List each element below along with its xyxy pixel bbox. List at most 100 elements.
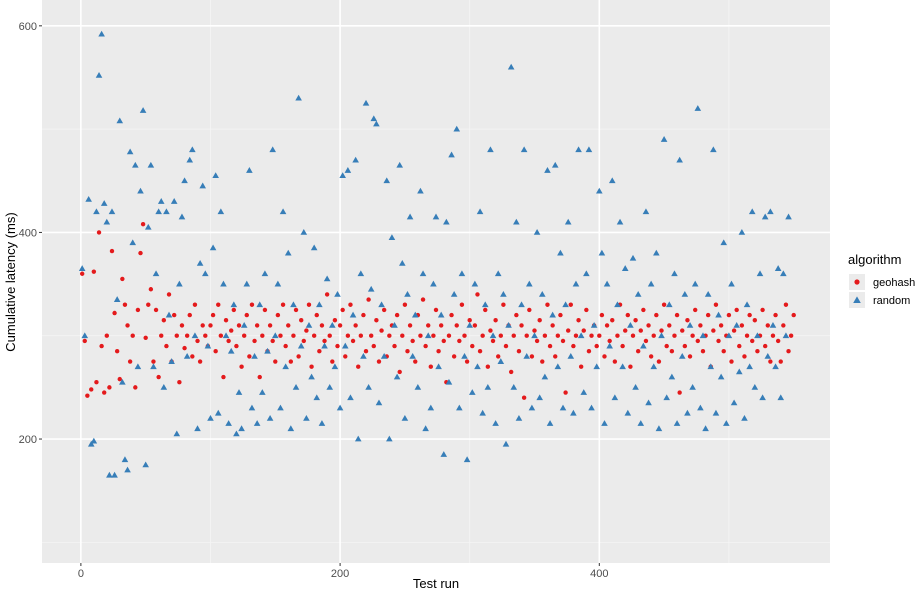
point-random (676, 156, 683, 163)
point-random (269, 146, 276, 153)
point-random (655, 425, 663, 432)
point-random (738, 229, 746, 235)
point-geohash (669, 349, 675, 354)
point-geohash (633, 318, 638, 323)
point-random (531, 332, 538, 339)
point-random (261, 270, 269, 277)
point-geohash (376, 359, 382, 364)
point-geohash (203, 333, 208, 338)
point-random (507, 63, 515, 70)
point-geohash (107, 385, 112, 390)
point-geohash (125, 323, 130, 328)
point-geohash (296, 354, 301, 359)
point-geohash (241, 333, 247, 338)
point-geohash (267, 323, 273, 328)
point-random (520, 146, 528, 153)
point-geohash (423, 343, 428, 349)
point-geohash (711, 328, 716, 333)
point-geohash (620, 343, 625, 349)
point-random (735, 368, 743, 375)
point-random (183, 352, 191, 359)
point-geohash (387, 333, 392, 338)
point-geohash (610, 318, 615, 323)
point-geohash (493, 318, 498, 323)
point-geohash (348, 302, 353, 307)
point-random (559, 404, 567, 411)
point-random (132, 161, 139, 168)
point-random (341, 342, 349, 349)
point-random (427, 404, 435, 411)
point-geohash (330, 359, 335, 364)
point-geohash (368, 333, 374, 338)
point-random (614, 301, 621, 308)
point-random (518, 301, 525, 308)
point-random (658, 332, 665, 339)
point-random (194, 425, 201, 432)
point-random (373, 120, 380, 127)
point-random (347, 394, 354, 401)
point-geohash (114, 349, 120, 354)
point-random (233, 430, 240, 437)
series-random (78, 30, 792, 478)
point-random (785, 213, 792, 220)
point-geohash (361, 312, 366, 318)
point-random (147, 161, 155, 168)
point-random (500, 291, 507, 297)
point-random (596, 187, 603, 194)
point-random (725, 332, 733, 339)
point-geohash (571, 343, 576, 349)
point-geohash (148, 287, 154, 292)
point-geohash (451, 354, 457, 359)
point-geohash (314, 312, 319, 318)
point-random (601, 420, 608, 426)
point-random (611, 394, 619, 401)
point-geohash (151, 359, 156, 364)
point-geohash (343, 354, 348, 359)
point-random (360, 352, 367, 359)
point-random (204, 342, 212, 349)
point-geohash (459, 302, 465, 307)
point-random (780, 270, 787, 277)
point-random (653, 249, 660, 256)
x-tick-label: 400 (590, 568, 608, 580)
point-geohash (446, 333, 452, 338)
point-random (570, 409, 577, 416)
point-random (694, 105, 702, 111)
point-geohash (597, 333, 602, 338)
point-geohash (781, 323, 786, 328)
point-random (78, 265, 86, 271)
point-random (81, 332, 89, 339)
point-random (100, 200, 108, 206)
point-geohash (99, 343, 104, 349)
point-random (730, 399, 738, 406)
point-geohash (765, 323, 770, 328)
point-random (209, 244, 217, 251)
point-geohash (195, 338, 200, 344)
point-geohash (229, 328, 234, 333)
point-random (782, 332, 790, 339)
point-geohash (200, 323, 205, 328)
point-random (419, 270, 427, 277)
point-geohash (646, 323, 651, 328)
point-geohash (127, 359, 133, 364)
point-random (432, 213, 440, 220)
point-geohash (550, 323, 555, 328)
point-random (225, 420, 232, 426)
point-geohash (239, 364, 244, 369)
point-random (671, 270, 678, 277)
point-random (743, 301, 751, 308)
point-geohash (589, 333, 594, 338)
point-geohash (693, 307, 698, 313)
point-geohash (565, 328, 571, 333)
point-geohash (578, 364, 584, 369)
point-geohash (332, 318, 338, 323)
point-random (279, 208, 287, 215)
point-random (453, 125, 461, 132)
point-geohash (262, 307, 268, 313)
point-geohash (89, 387, 94, 392)
point-random (673, 420, 681, 426)
point-random (759, 394, 766, 401)
point-geohash (319, 323, 325, 328)
point-geohash (366, 297, 371, 302)
point-geohash (392, 343, 397, 349)
